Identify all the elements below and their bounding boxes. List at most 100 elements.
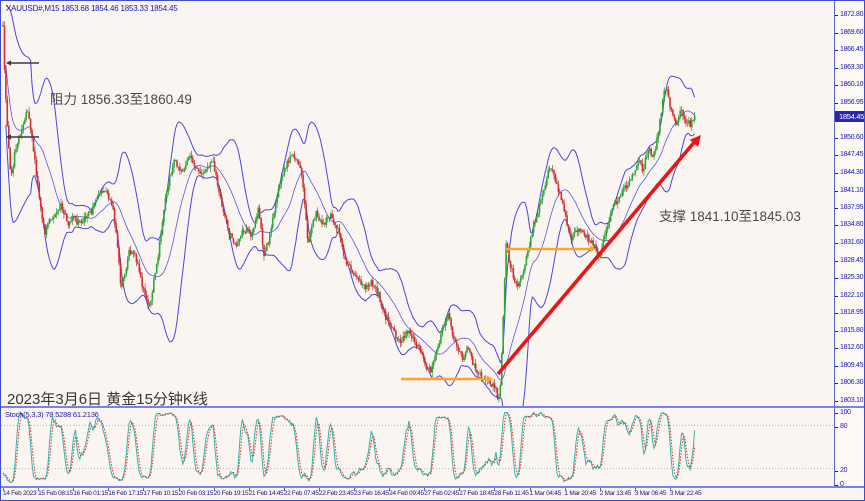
time-axis-tick [283,488,285,491]
axis-label-text: 1815.80 [840,326,864,334]
axis-label-text: 1822.10 [840,291,864,299]
bull-candle-wicks [12,86,695,403]
axis-tick [835,32,838,34]
price-axis[interactable]: 1872.80 1869.60 1866.45 1863.30 1860.10 1856.… [834,1,864,406]
axis-label-text: 1866.45 [840,46,864,54]
price-axis-label: 1847.45 [835,151,864,159]
price-axis-label: 1863.30 [835,64,864,71]
axis-tick [835,295,838,297]
price-axis-label: 1841.10 [835,186,864,194]
time-axis-label: 15 Feb 08:15 [38,490,73,497]
price-axis-label: 1825.30 [835,274,864,281]
stochastic-indicator-label: Stoch(5,3,3) 78.5288 61.2136 [5,410,99,419]
time-axis-label: 16 Feb 17:15 [108,490,144,497]
time-axis-label: 17 Feb 10:15 [143,490,179,497]
axis-tick [835,85,838,87]
time-axis-tick [564,488,566,491]
time-axis-tick [494,488,496,491]
time-axis-tick [669,488,671,491]
price-axis-label: 1860.10 [835,81,864,89]
time-axis-label: 2 Mar 13:45 [599,490,632,497]
axis-label-text: 1856.95 [840,98,864,106]
axis-label-text: 1850.60 [840,133,864,141]
stochastic-chart[interactable] [1,408,834,486]
axis-tick [835,67,838,69]
axis-tick [835,470,838,472]
axis-tick [835,330,838,332]
resistance-marker-arrowhead[interactable] [6,134,11,140]
price-chart-panel[interactable]: XAUUSD#,M15 1853.68 1854.46 1853.33 1854… [1,1,834,408]
time-axis[interactable]: 14 Feb 2023 15 Feb 08:15 16 Feb 01:15 16 Fe… [1,486,864,500]
stochastic-panel[interactable]: Stoch(5,3,3) 78.5288 61.2136 [1,406,834,486]
red-trend-arrowhead[interactable] [689,135,701,147]
axis-label-text: 1860.10 [840,81,864,89]
axis-label-text: 1825.30 [840,274,864,281]
time-axis-tick [424,488,426,491]
price-axis-label: 1815.80 [835,326,864,334]
time-axis-tick [3,488,4,491]
red-trend-arrow[interactable] [496,137,699,376]
time-axis-label: 1 Mar 20:45 [564,490,597,497]
time-axis-tick [213,488,215,491]
time-axis-tick [599,488,601,491]
axis-tick [835,260,838,262]
axis-tick [835,50,838,52]
price-axis-label: 1837.95 [835,204,864,211]
orange-arrowhead[interactable] [590,245,596,253]
time-axis-tick [634,488,636,491]
resistance-annotation: 阻力 1856.33至1860.49 [50,92,192,107]
time-axis-tick [459,488,461,491]
price-axis-label: 1850.60 [835,133,864,141]
axis-tick [835,172,838,174]
axis-tick [835,225,838,227]
price-axis-label: 1856.95 [835,98,864,106]
bollinger-upper-band [5,4,696,364]
time-axis-label: 16 Feb 01:15 [73,490,108,497]
axis-label-text: 1803.10 [840,396,864,404]
stoch-axis-label: 20 [835,467,847,474]
time-axis-label: 27 Feb 02:45 [424,490,459,497]
time-axis-tick [73,488,75,491]
time-axis-tick [529,488,531,491]
orange-arrowhead[interactable] [487,375,493,383]
axis-tick [835,383,838,385]
axis-label-text: 80 [840,423,848,431]
time-axis-tick [248,488,250,491]
price-axis-label: 1809.45 [835,361,864,369]
chart-symbol-title: XAUUSD#,M15 1853.68 1854.46 1853.33 1854… [6,4,178,13]
price-axis-label: 1831.60 [835,239,864,246]
axis-tick [835,413,838,414]
price-axis-label: 1806.30 [835,379,864,386]
axis-label-text: 1847.45 [840,151,864,159]
axis-label-text: 1841.10 [840,186,864,194]
time-axis-label: 3 Mar 06:45 [634,490,667,497]
price-axis-label: 1869.60 [835,29,864,36]
axis-label-text: 1837.95 [840,204,864,211]
axis-tick [835,278,838,279]
time-axis-label: 14 Feb 2023 [3,490,37,497]
time-axis-label: 28 Feb 11:45 [494,490,529,497]
date-caption: 2023年3月6日 黄金15分钟K线 [7,391,208,408]
price-axis-label: 1803.10 [835,396,864,404]
axis-label-text: 1809.45 [840,361,864,369]
time-axis-label: 23 Feb 16:45 [354,490,389,497]
stoch-axis-label: 80 [835,423,847,430]
axis-tick [835,365,838,367]
bollinger-middle-band [5,64,695,381]
time-axis-tick [178,488,180,491]
time-axis-label: 27 Feb 18:45 [459,490,495,497]
price-axis-label: 1844.30 [835,169,864,176]
price-axis-label: 1866.45 [835,46,864,54]
price-axis-label: 1822.10 [835,291,864,299]
price-axis-label: 1828.45 [835,257,864,264]
axis-tick [835,243,838,245]
resistance-marker-arrowhead[interactable] [6,60,11,66]
current-price-badge: 1854.45 [835,111,864,123]
axis-tick [835,190,838,192]
axis-tick [835,155,838,157]
axis-tick [835,400,838,402]
time-axis-tick [108,488,110,491]
candlestick-chart[interactable] [1,1,834,406]
stochastic-axis[interactable]: 100 80 20 0 [834,406,864,488]
